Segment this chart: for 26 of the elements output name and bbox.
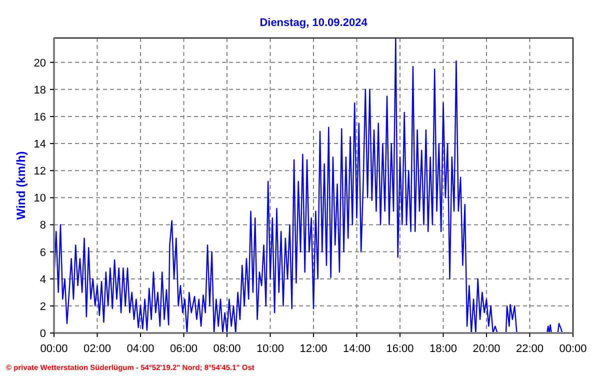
x-tick-label: 02:00 bbox=[83, 343, 112, 355]
x-tick-label: 04:00 bbox=[126, 343, 154, 355]
y-tick-label: 16 bbox=[34, 111, 46, 124]
x-tick-label: 00:00 bbox=[559, 343, 587, 355]
y-tick-label: 10 bbox=[34, 192, 46, 205]
y-tick-label: 0 bbox=[40, 328, 46, 340]
y-tick-label: 20 bbox=[34, 57, 46, 70]
x-tick-label: 22:00 bbox=[516, 343, 544, 355]
x-tick-label: 00:00 bbox=[40, 343, 68, 355]
y-axis-title: Wind (km/h) bbox=[14, 151, 28, 220]
x-tick-label: 10:00 bbox=[256, 343, 284, 355]
x-tick-label: 14:00 bbox=[342, 343, 371, 355]
y-tick-label: 6 bbox=[40, 246, 46, 259]
x-tick-label: 12:00 bbox=[300, 343, 328, 355]
x-tick-label: 16:00 bbox=[386, 343, 414, 355]
x-tick-label: 08:00 bbox=[213, 343, 241, 355]
x-tick-label: 20:00 bbox=[472, 343, 500, 355]
y-tick-label: 4 bbox=[40, 274, 46, 286]
y-tick-label: 12 bbox=[34, 166, 46, 178]
y-tick-label: 18 bbox=[34, 84, 46, 96]
x-tick-label: 06:00 bbox=[170, 343, 198, 355]
y-tick-label: 2 bbox=[40, 300, 46, 313]
chart-title: Dienstag, 10.09.2024 bbox=[260, 17, 368, 29]
y-tick-label: 8 bbox=[40, 220, 46, 232]
y-tick-label: 14 bbox=[34, 138, 46, 151]
x-tick-label: 18:00 bbox=[429, 343, 458, 355]
